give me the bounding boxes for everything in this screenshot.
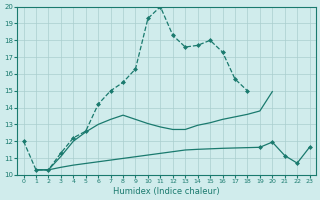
X-axis label: Humidex (Indice chaleur): Humidex (Indice chaleur) [113,187,220,196]
